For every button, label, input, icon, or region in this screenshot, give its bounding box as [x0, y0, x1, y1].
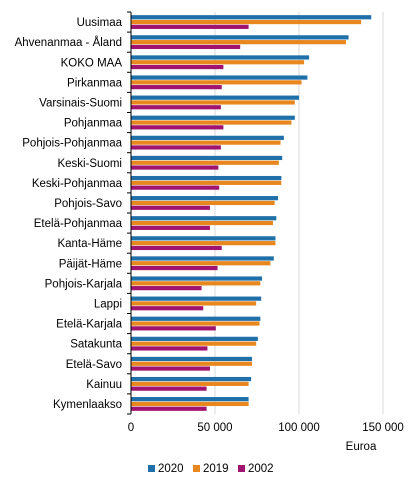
bar-2020-3: [131, 75, 308, 80]
category-label-1: Ahvenanmaa - Åland: [15, 36, 122, 49]
bar-2019-7: [131, 160, 279, 165]
bar-2020-1: [131, 35, 349, 40]
bar-2019-0: [131, 19, 362, 25]
category-label-10: Etelä-Pohjanmaa: [34, 218, 123, 230]
bars: [131, 15, 372, 411]
bar-2019-9: [131, 200, 275, 206]
bar-2002-13: [131, 286, 202, 291]
bar-2002-15: [131, 326, 216, 331]
bar-2019-11: [131, 241, 276, 246]
bar-2020-4: [131, 95, 299, 100]
category-label-12: Päijät-Häme: [59, 258, 122, 270]
category-labels: Uusimaa Ahvenanmaa - Åland KOKO MAA Pirkanm…: [15, 17, 123, 411]
bar-2019-4: [131, 100, 295, 105]
x-tick-label-2: 100 000: [278, 422, 320, 434]
category-label-18: Kainuu: [86, 379, 122, 391]
bar-2002-9: [131, 205, 210, 210]
bar-2019-13: [131, 281, 261, 286]
bar-2002-5: [131, 125, 224, 130]
bar-2019-19: [131, 401, 249, 407]
bar-2019-16: [131, 341, 257, 346]
legend-label-2019: 2019: [203, 463, 229, 475]
bar-2002-8: [131, 185, 220, 190]
bar-2002-7: [131, 165, 219, 170]
bar-2002-0: [131, 24, 249, 29]
bar-2002-19: [131, 406, 207, 411]
category-label-5: Pohjanmaa: [64, 118, 123, 130]
x-tick-label-1: 50 000: [197, 422, 232, 434]
category-label-2: KOKO MAA: [61, 57, 123, 69]
legend: 2020 2019 2002: [148, 463, 274, 475]
bar-2002-17: [131, 366, 210, 371]
bar-2020-5: [131, 115, 295, 120]
category-label-14: Lappi: [94, 298, 122, 310]
category-label-9: Pohjois-Savo: [54, 198, 122, 210]
category-label-13: Pohjois-Karjala: [45, 278, 123, 290]
gridlines: [214, 12, 384, 414]
bar-2020-16: [131, 336, 258, 341]
bar-2002-2: [131, 64, 224, 70]
bar-2019-18: [131, 381, 249, 386]
legend-label-2002: 2002: [248, 463, 274, 475]
legend-swatch-2020: [148, 465, 155, 472]
bar-2020-13: [131, 276, 263, 281]
axes: [127, 11, 132, 415]
category-label-4: Varsinais-Suomi: [39, 97, 122, 109]
bar-2019-14: [131, 301, 257, 306]
bar-2019-17: [131, 361, 252, 366]
bar-2020-17: [131, 356, 252, 362]
bar-2020-18: [131, 376, 252, 382]
bar-2019-6: [131, 140, 281, 145]
bar-2002-1: [131, 44, 241, 50]
category-label-8: Keski-Pohjanmaa: [32, 178, 123, 190]
bar-2020-9: [131, 196, 278, 201]
legend-label-2020: 2020: [158, 463, 184, 475]
x-tick-label-0: 0: [128, 422, 134, 434]
category-label-16: Satakunta: [70, 339, 122, 351]
category-label-6: Pohjois-Pohjanmaa: [22, 138, 122, 150]
bar-2019-8: [131, 180, 282, 185]
category-label-11: Kanta-Häme: [57, 238, 122, 250]
bar-2020-14: [131, 296, 262, 301]
category-label-3: Pirkanmaa: [67, 77, 123, 89]
legend-swatch-2019: [193, 465, 200, 472]
bar-2002-11: [131, 245, 222, 251]
bar-2002-14: [131, 306, 204, 311]
bar-2019-12: [131, 261, 271, 266]
bar-2019-3: [131, 80, 302, 85]
bar-2002-3: [131, 85, 222, 90]
x-tick-label-3: 150 000: [362, 422, 404, 434]
bar-2002-16: [131, 346, 208, 351]
category-label-19: Kymenlaakso: [53, 399, 122, 411]
category-label-0: Uusimaa: [77, 17, 123, 29]
bar-2020-10: [131, 216, 277, 221]
category-label-17: Etelä-Savo: [66, 359, 122, 371]
bar-2020-2: [131, 55, 310, 60]
bar-2002-10: [131, 225, 210, 230]
bar-2002-18: [131, 386, 207, 391]
bar-2020-11: [131, 236, 276, 241]
x-tick-labels: 0 50 000 100 000 150 000: [128, 422, 404, 434]
bar-2019-1: [131, 40, 347, 45]
bar-2020-15: [131, 316, 261, 321]
x-axis-title: Euroa: [346, 441, 377, 453]
bar-2019-5: [131, 120, 292, 125]
bar-2019-15: [131, 321, 260, 326]
bar-2019-2: [131, 60, 305, 65]
bar-2020-12: [131, 256, 274, 261]
legend-swatch-2002: [238, 465, 245, 472]
category-label-7: Keski-Suomi: [57, 158, 122, 170]
bar-2002-4: [131, 105, 221, 110]
bar-2020-19: [131, 397, 249, 402]
bar-2020-6: [131, 135, 284, 140]
bar-2002-12: [131, 265, 218, 271]
bar-2019-10: [131, 220, 273, 226]
bar-2002-6: [131, 145, 221, 150]
bar-2020-7: [131, 155, 283, 161]
bar-2020-8: [131, 175, 282, 181]
bar-2020-0: [131, 15, 372, 20]
category-label-15: Etelä-Karjala: [56, 319, 122, 331]
